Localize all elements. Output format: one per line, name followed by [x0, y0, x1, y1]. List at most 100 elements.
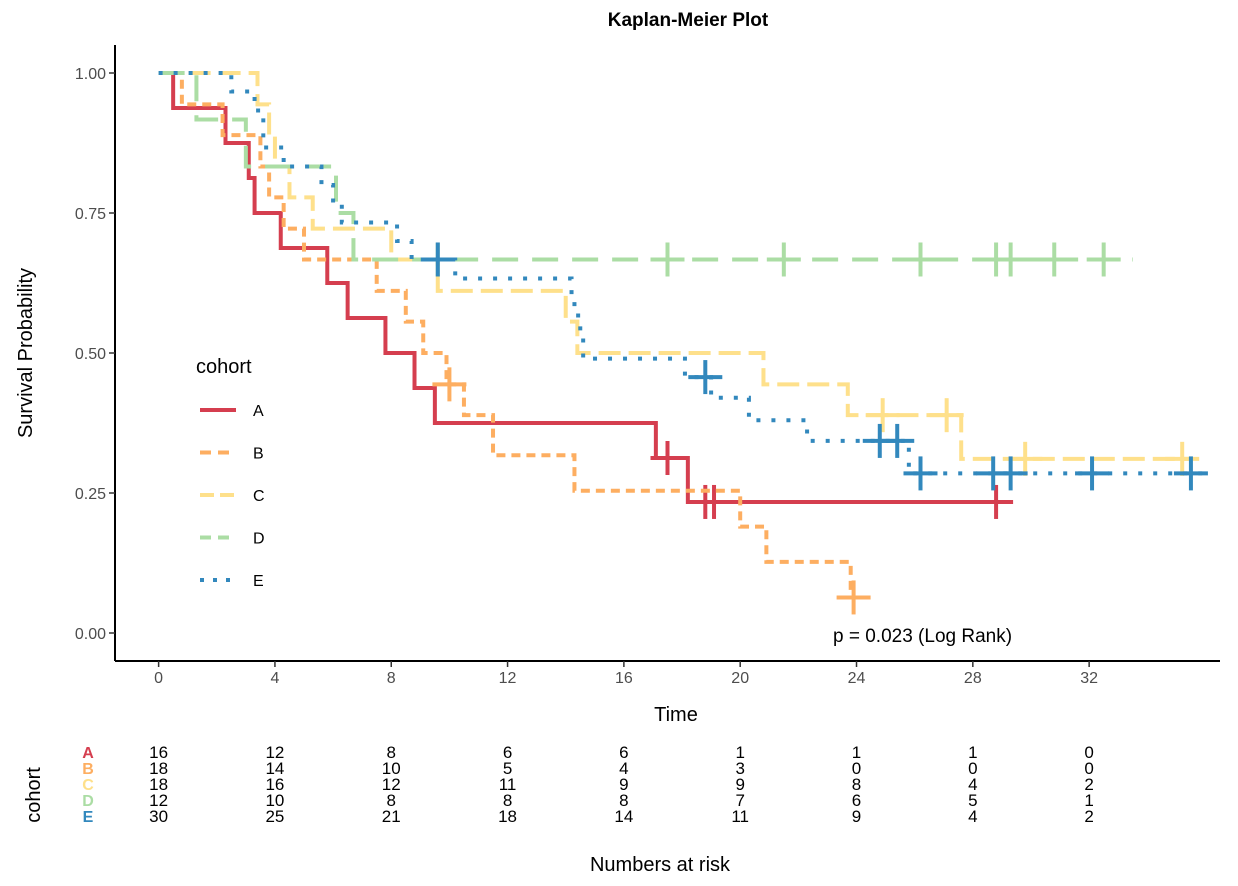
censor-mark-D-6: [1037, 242, 1072, 277]
censor-mark-A-2: [697, 484, 732, 519]
censor-mark-A-0: [650, 441, 685, 475]
risk-count-B-28: 0: [968, 759, 977, 778]
legend-label-A: A: [253, 403, 264, 420]
risk-row-label-B: B: [82, 761, 94, 778]
plot-area: 0 4 8 12 16 20 24 28 32 0.00 0.25 0.50 0.75 1.00: [75, 45, 1220, 687]
x-tick-label-32: 32: [1080, 670, 1098, 687]
legend-label-E: E: [253, 573, 264, 590]
risk-count-C-4: 16: [265, 775, 284, 794]
censor-mark-E-1: [688, 360, 723, 395]
risk-count-A-12: 6: [503, 743, 512, 762]
risk-count-D-4: 10: [265, 791, 284, 810]
risk-count-D-0: 12: [149, 791, 168, 810]
censor-mark-E-3: [880, 423, 915, 458]
x-tick-label-16: 16: [615, 670, 633, 687]
risk-count-E-20: 11: [731, 807, 749, 826]
x-tick-label-28: 28: [964, 670, 982, 687]
risk-count-E-32: 2: [1084, 807, 1093, 826]
risk-count-E-8: 21: [382, 807, 401, 826]
risk-count-E-24: 9: [852, 807, 861, 826]
risk-count-D-24: 6: [852, 791, 861, 810]
censor-mark-E-4: [903, 456, 938, 491]
risk-count-D-20: 7: [735, 791, 744, 810]
risk-count-C-0: 18: [149, 775, 168, 794]
chart-title: Kaplan-Meier Plot: [608, 10, 769, 31]
censor-mark-D-7: [1086, 242, 1121, 277]
legend-label-B: B: [253, 446, 264, 463]
series-line-E: [158, 71, 1206, 476]
risk-count-D-32: 1: [1084, 791, 1093, 810]
risk-count-B-4: 14: [265, 759, 284, 778]
x-tick-label-0: 0: [154, 670, 163, 687]
censor-mark-A-3: [979, 484, 1014, 519]
x-tick-label-12: 12: [499, 670, 517, 687]
censor-mark-B-0: [432, 367, 467, 402]
censor-mark-E-7: [1075, 456, 1110, 491]
y-tick-label-2: 0.50: [75, 346, 106, 363]
log-rank-annotation: p = 0.023 (Log Rank): [833, 626, 1012, 647]
risk-count-E-28: 4: [968, 807, 977, 826]
x-axis-title: Time: [654, 704, 698, 726]
risk-count-C-32: 2: [1084, 775, 1093, 794]
risk-table-ylabel: cohort: [23, 767, 45, 823]
risk-count-C-24: 8: [852, 775, 861, 794]
x-tick-label-8: 8: [387, 670, 396, 687]
risk-count-C-20: 9: [735, 775, 744, 794]
risk-count-C-8: 12: [382, 775, 401, 794]
x-tick-label-4: 4: [270, 670, 279, 687]
risk-count-B-24: 0: [852, 759, 861, 778]
risk-count-D-8: 8: [387, 791, 396, 810]
risk-count-B-16: 4: [619, 759, 628, 778]
risk-count-E-0: 30: [149, 807, 168, 826]
risk-row-label-D: D: [82, 793, 94, 810]
risk-count-D-16: 8: [619, 791, 628, 810]
risk-count-A-24: 1: [852, 743, 861, 762]
series-line-A: [158, 71, 1002, 504]
risk-count-E-12: 18: [498, 807, 517, 826]
censor-mark-C-3: [1165, 441, 1200, 476]
risk-count-B-8: 10: [382, 759, 401, 778]
risk-count-E-4: 25: [265, 807, 284, 826]
censor-mark-C-2: [1008, 441, 1043, 476]
legend-title: cohort: [196, 356, 252, 378]
risk-count-B-0: 18: [149, 759, 168, 778]
censor-mark-D-1: [650, 242, 685, 277]
censor-mark-B-1: [836, 580, 871, 615]
legend-label-D: D: [253, 531, 265, 548]
censor-mark-D-2: [766, 242, 801, 277]
risk-count-D-12: 8: [503, 791, 512, 810]
y-tick-label-4: 1.00: [75, 66, 106, 83]
censor-mark-D-3: [903, 242, 938, 277]
risk-count-C-12: 11: [499, 775, 517, 794]
risk-count-A-4: 12: [265, 743, 284, 762]
censor-mark-C-0: [865, 398, 900, 433]
risk-row-label-E: E: [83, 809, 94, 826]
censor-mark-E-0: [420, 242, 455, 277]
series-line-C: [158, 71, 1191, 461]
x-tick-label-24: 24: [848, 670, 866, 687]
y-tick-label-1: 0.25: [75, 486, 106, 503]
risk-count-A-8: 8: [387, 743, 396, 762]
risk-count-C-16: 9: [619, 775, 628, 794]
risk-count-A-0: 16: [149, 743, 168, 762]
risk-count-B-32: 0: [1084, 759, 1093, 778]
series-line-B: [158, 71, 863, 600]
legend-label-C: C: [253, 488, 265, 505]
censor-mark-C-1: [929, 398, 964, 433]
censor-mark-D-5: [993, 242, 1028, 277]
risk-count-B-20: 3: [735, 759, 744, 778]
legend: cohort A B C D E: [196, 356, 265, 590]
risk-count-D-28: 5: [968, 791, 977, 810]
risk-row-label-A: A: [82, 745, 94, 762]
y-axis-title: Survival Probability: [15, 268, 37, 438]
censor-mark-E-8: [1173, 456, 1208, 491]
y-tick-label-3: 0.75: [75, 206, 106, 223]
risk-count-C-28: 4: [968, 775, 977, 794]
risk-table-title: Numbers at risk: [590, 854, 731, 876]
risk-count-B-12: 5: [503, 759, 512, 778]
risk-count-A-28: 1: [968, 743, 977, 762]
x-tick-label-20: 20: [731, 670, 749, 687]
censor-mark-E-6: [993, 456, 1028, 491]
